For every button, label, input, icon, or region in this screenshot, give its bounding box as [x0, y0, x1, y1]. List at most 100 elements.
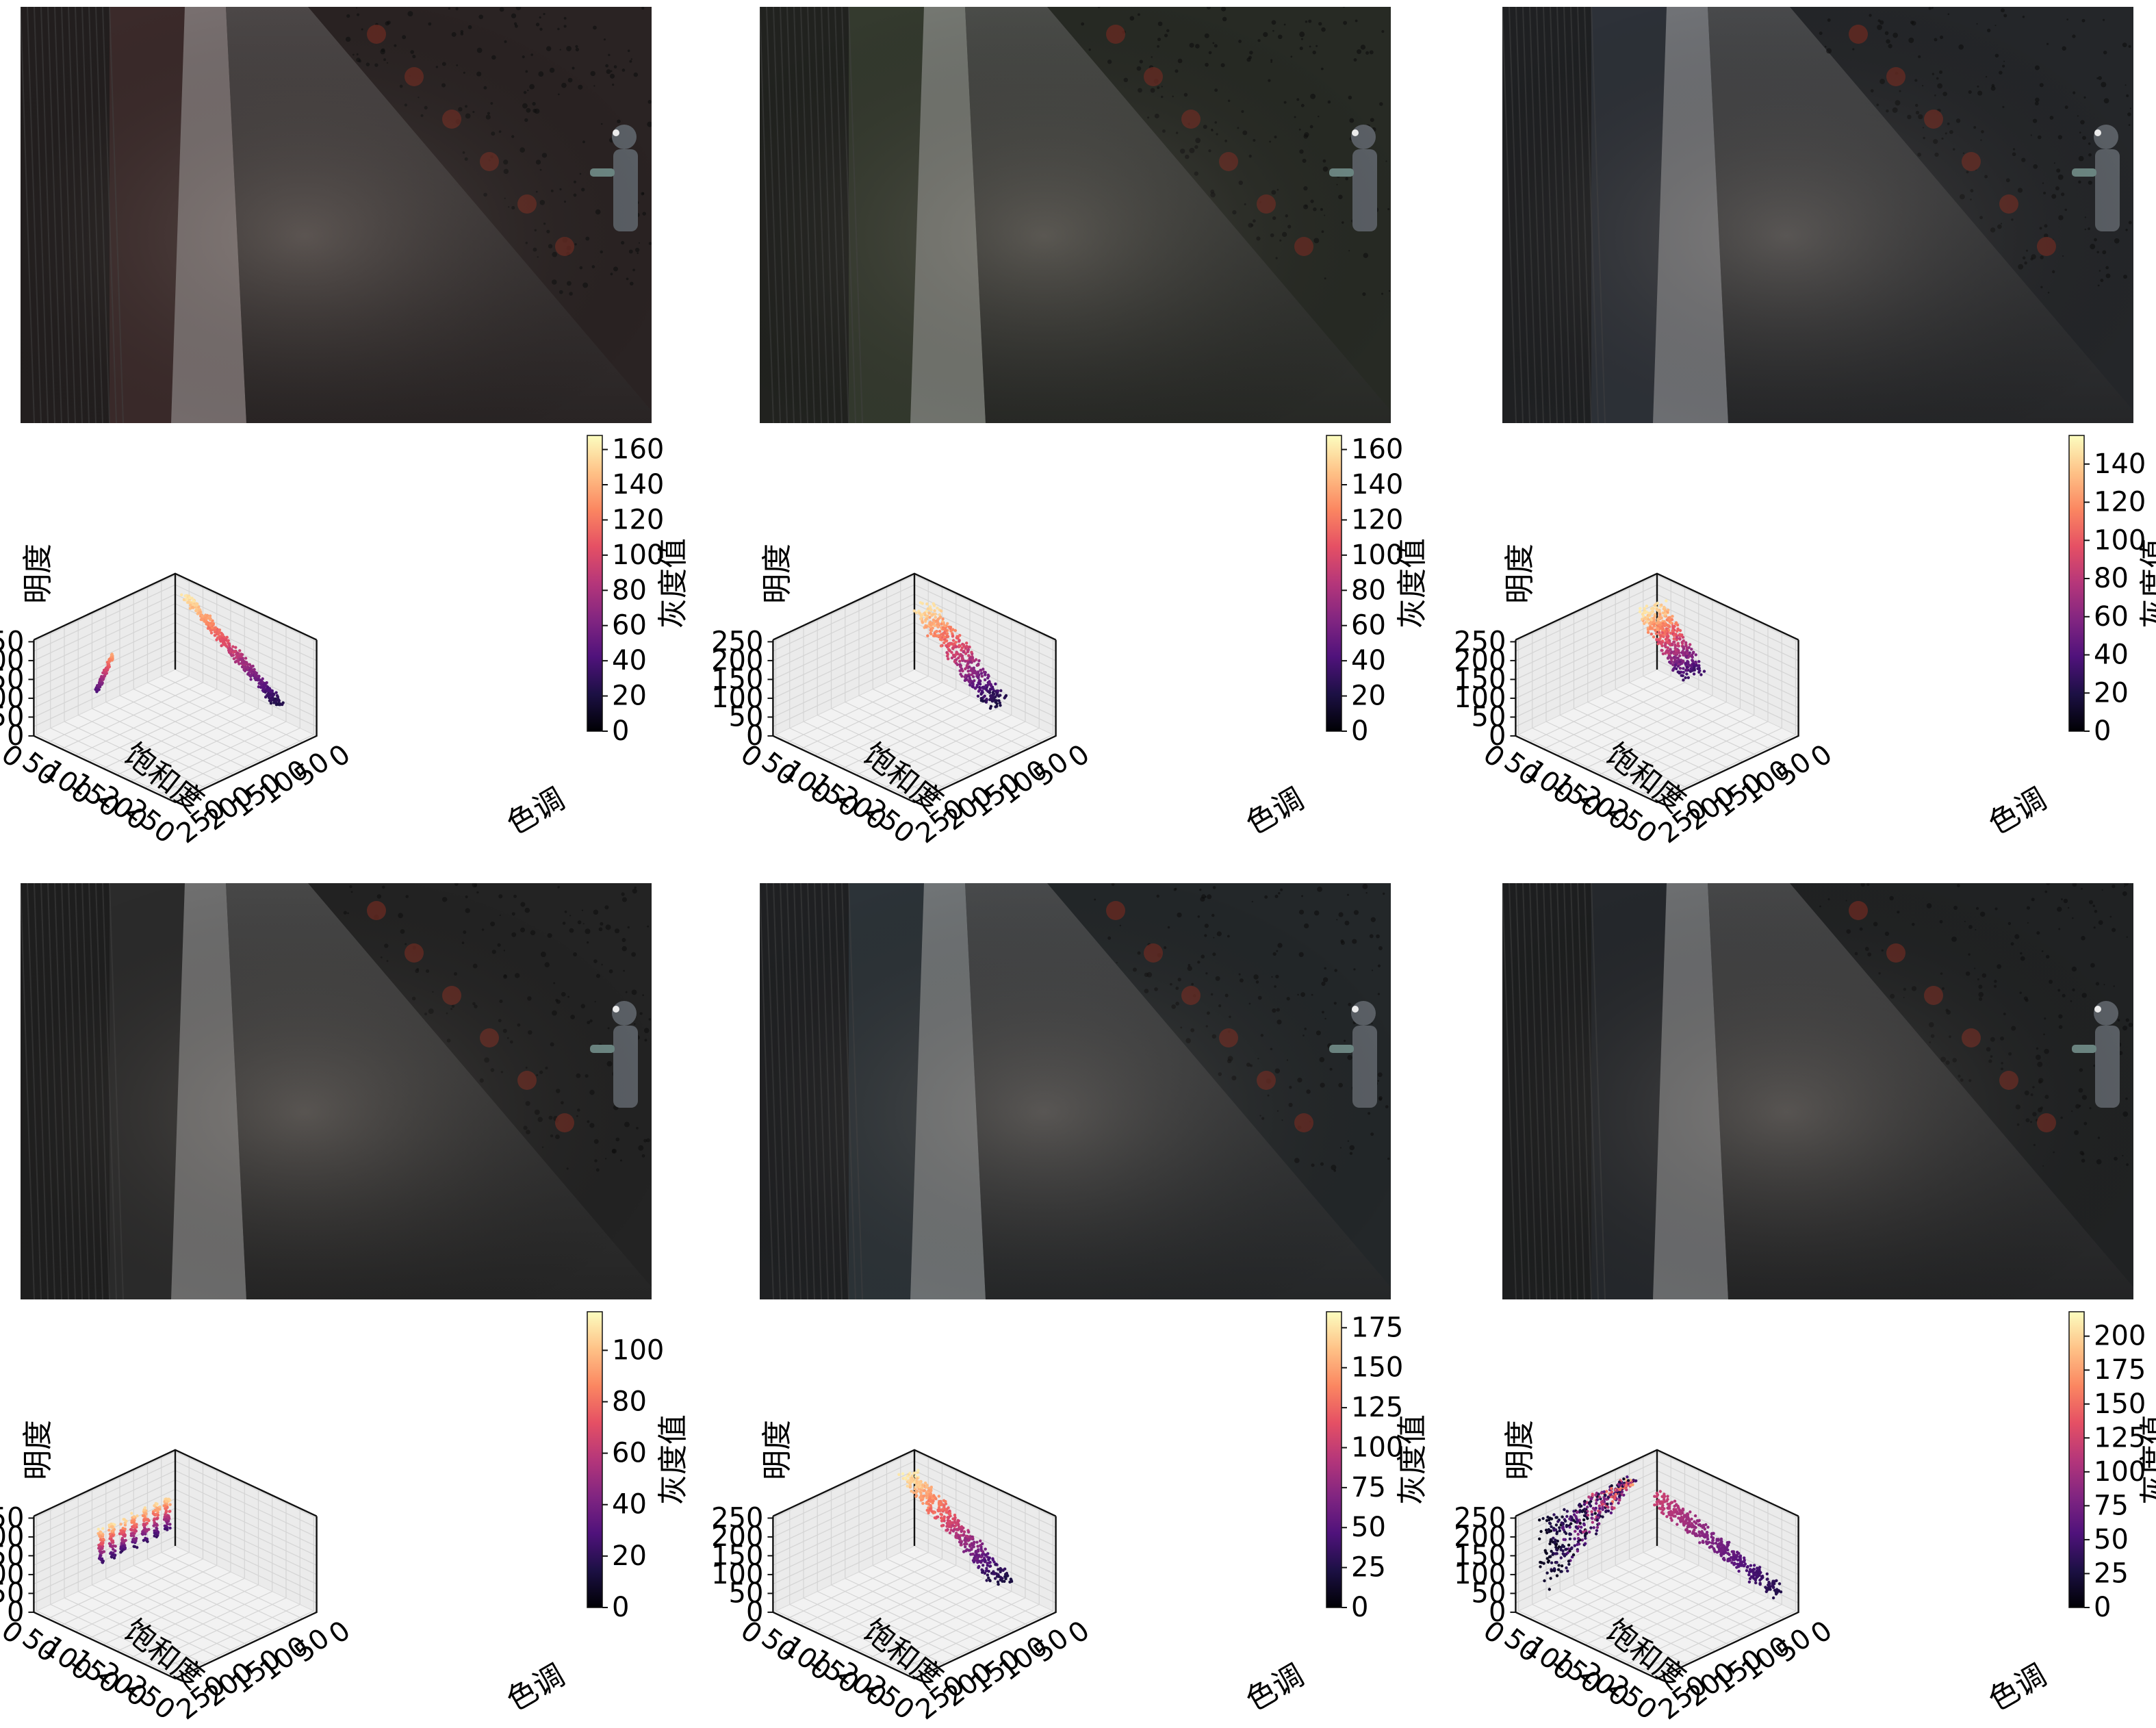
scatter-point [967, 674, 971, 678]
colorbar-tick: 50 [2094, 1524, 2129, 1555]
colorbar-tick: 160 [612, 434, 664, 466]
scatter-point [1659, 642, 1663, 646]
scatter-point [921, 602, 924, 605]
brightness-tick: 100 [1454, 683, 1506, 714]
brightness-tick: 0 [746, 720, 763, 752]
scatter-point [1742, 1564, 1746, 1567]
scatter-point [1563, 1508, 1566, 1512]
brightness-axis-label: 明度 [1502, 544, 1537, 604]
colorbar-tick: 80 [1351, 574, 1386, 606]
scatter-point [1655, 607, 1658, 611]
scatter-point [270, 689, 274, 694]
scatter-point [971, 668, 975, 672]
scatter-point [983, 1571, 987, 1575]
panel-2: 0 50 100 150 200 250 0 50 100 150 200 250 250 200 150 1… [711, 7, 1430, 850]
scatter-point [962, 1550, 966, 1553]
scatter-point [152, 1524, 155, 1527]
scatter-point [1552, 1536, 1555, 1540]
scatter-point [1543, 1579, 1546, 1583]
scatter-point [146, 1540, 149, 1543]
scatter-point [926, 614, 929, 618]
scatter-point [1601, 1505, 1604, 1509]
scatter-point [973, 1554, 977, 1558]
scatter-point [1689, 664, 1693, 668]
scatter-point [1595, 1519, 1599, 1522]
scatter-point [1773, 1579, 1777, 1583]
scatter-point [206, 616, 210, 620]
scatter-point [991, 687, 994, 691]
scatter-point [1680, 674, 1683, 677]
scatter-point [936, 618, 940, 621]
scatter-point [1606, 1502, 1609, 1506]
scatter-point [918, 1483, 922, 1486]
colorbar: 0 20 40 60 80 100 灰度值 [587, 1311, 691, 1623]
scatter-point [1660, 626, 1663, 630]
scatter-point [934, 633, 937, 637]
scatter-point [1711, 1542, 1715, 1545]
scatter-point [968, 660, 973, 664]
scatter-point [239, 657, 242, 661]
scatter-point [929, 1503, 932, 1508]
scatter-point [1685, 1517, 1689, 1521]
scatter-point [991, 699, 994, 703]
scatter-point [1779, 1590, 1783, 1594]
brightness-tick: 0 [7, 720, 24, 752]
scatter-point [207, 626, 211, 629]
colorbar-label: 灰度值 [2138, 538, 2156, 628]
scatter-point [1687, 646, 1691, 649]
scatter-point [966, 661, 970, 664]
scatter-point [954, 1534, 958, 1538]
scatter-point [1552, 1513, 1556, 1516]
scatter-point [932, 1494, 936, 1498]
brightness-tick: 200 [711, 645, 763, 676]
scatter-point [933, 609, 936, 613]
scatter-point [943, 624, 947, 628]
scatter-point [1739, 1560, 1743, 1564]
scatter-point [191, 605, 194, 609]
scatter-point [934, 619, 938, 623]
scatter-point [1661, 622, 1665, 625]
scatter-point [963, 675, 966, 678]
scatter-point [1666, 640, 1670, 644]
brightness-tick: 50 [0, 701, 24, 733]
scatter-point [97, 683, 101, 687]
scatter-point [958, 1537, 962, 1541]
scatter-point [1767, 1581, 1771, 1586]
scatter-point [1541, 1516, 1545, 1521]
colorbar-tick: 60 [1351, 610, 1386, 641]
scatter-point [1622, 1477, 1626, 1481]
scatter-point [1568, 1537, 1572, 1540]
scatter-point [957, 1519, 960, 1523]
scatter-point [183, 594, 187, 598]
scatter-point [1568, 1549, 1571, 1553]
scatter-point [953, 1513, 957, 1517]
brightness-axis-label: 明度 [760, 1420, 795, 1480]
scatter-point [255, 674, 259, 678]
scatter-point [1725, 1541, 1730, 1545]
scatter-point [1555, 1561, 1558, 1564]
brightness-tick: 250 [0, 626, 24, 657]
colorbar-tick: 20 [1351, 681, 1386, 712]
brightness-tick: 150 [1454, 1540, 1506, 1571]
scatter-point [131, 1532, 134, 1535]
scatter-point [999, 704, 1002, 707]
scatter-point [1589, 1526, 1593, 1529]
scatter-point [122, 1529, 125, 1534]
scatter-point [932, 621, 936, 624]
scatter-point [971, 1553, 974, 1556]
scatter-point [939, 644, 943, 648]
scatter-point [1676, 665, 1680, 668]
scatter-point [274, 700, 277, 703]
colorbar-tick: 0 [612, 1592, 629, 1623]
scatter-point [1574, 1529, 1577, 1533]
scatter-point [1567, 1562, 1571, 1566]
scatter-point [938, 613, 942, 617]
scatter-point [1567, 1560, 1571, 1563]
scatter-point [1565, 1523, 1569, 1527]
scatter-point [1552, 1569, 1556, 1573]
scatter-point [1682, 678, 1685, 682]
scatter-point [132, 1515, 136, 1519]
scatter-point [1682, 1520, 1686, 1524]
scatter-point [988, 1579, 992, 1582]
scatter-point [163, 1515, 166, 1519]
